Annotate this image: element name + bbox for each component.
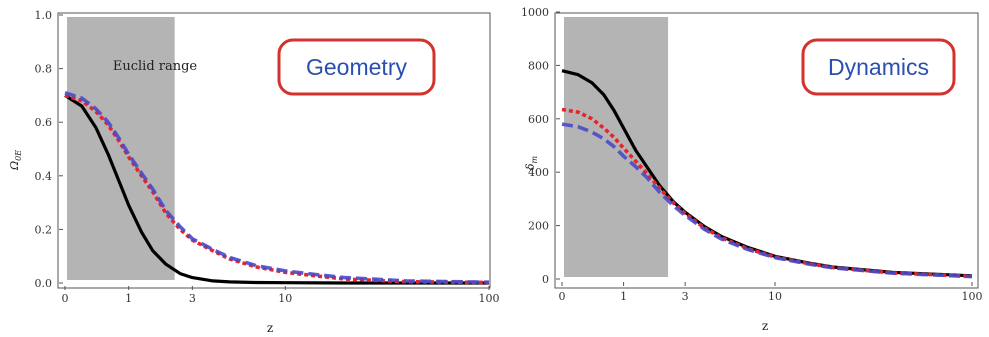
series-lines xyxy=(561,69,973,279)
y-tick-label: 200 xyxy=(528,220,549,233)
y-axis-label: δm xyxy=(524,155,539,170)
y-tick-label: 400 xyxy=(528,166,549,179)
euclid-range-shade xyxy=(564,17,669,277)
x-tick-label: 100 xyxy=(962,290,983,303)
series-lines xyxy=(64,90,490,285)
geometry-tag: Geometry xyxy=(306,54,407,80)
x-tick-label: 10 xyxy=(768,290,782,303)
chart-geometry: Euclid range 0.00.20.40.60.81.00 1 3 10 100 … xyxy=(8,9,500,335)
x-tick-label: 0 xyxy=(559,290,566,303)
y-axis-label-main: Ω xyxy=(8,161,21,171)
series-line-2 xyxy=(561,107,973,279)
y-tick-label: 600 xyxy=(528,113,549,126)
x-tick-label: 3 xyxy=(682,290,689,303)
y-tick-label: 1.0 xyxy=(35,9,53,22)
series-line-3 xyxy=(561,122,973,279)
x-tick-label: 3 xyxy=(189,292,196,305)
y-tick-label: 1000 xyxy=(521,6,549,19)
y-tick-label: 0.8 xyxy=(35,63,53,76)
x-tick-label: 100 xyxy=(479,292,500,305)
dynamics-tag-box xyxy=(801,38,956,96)
x-tick-label: 0 xyxy=(62,292,69,305)
y-tick-label: 0.4 xyxy=(35,170,53,183)
chart-dynamics: 0 200 400 600 800 1000 0 1 3 10 100 Dynamics z δm xyxy=(521,6,983,333)
axis-ticks: 0 200 400 600 800 1000 0 1 3 10 100 xyxy=(521,6,983,303)
x-tick-label: 10 xyxy=(278,292,292,305)
y-tick-label: 0.0 xyxy=(35,277,53,290)
x-tick-label: 1 xyxy=(125,292,132,305)
geometry-tag-box xyxy=(277,38,436,96)
x-axis-label: z xyxy=(762,319,768,333)
axis-ticks: 0.0 0.2 0.4 0.6 0.8 1.0 0 1 3 10 100 xyxy=(35,9,500,305)
dynamics-tag: Dynamics xyxy=(828,54,929,80)
y-axis-label: Ω0E xyxy=(8,150,23,171)
euclid-range-shade xyxy=(67,17,175,280)
y-tick-label: 0.6 xyxy=(35,116,53,129)
y-tick-label: 0.2 xyxy=(35,223,53,236)
y-axis-label-main: δ xyxy=(524,163,537,170)
y-axis-label-sub: m xyxy=(530,155,539,163)
x-tick-label: 1 xyxy=(620,290,627,303)
y-tick-label: 800 xyxy=(528,59,549,72)
x-axis-label: z xyxy=(267,321,273,335)
series-line-2 xyxy=(64,93,490,285)
series-line-3 xyxy=(64,90,490,284)
y-tick-label: 0 xyxy=(542,273,549,286)
euclid-range-label: Euclid range xyxy=(113,59,198,74)
y-axis-label-sub: 0E xyxy=(14,150,23,161)
series-line-1 xyxy=(64,94,489,285)
